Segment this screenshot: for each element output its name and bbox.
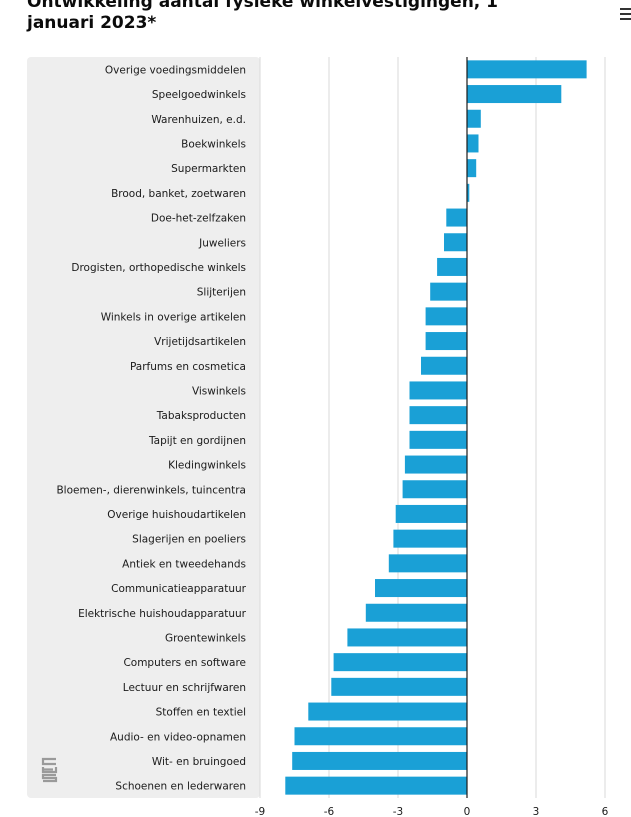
bar [393,529,467,548]
bar [444,233,467,252]
bar [402,480,467,499]
bar [425,307,467,326]
x-tick-label: -6 [324,806,335,817]
bar [395,504,467,523]
bar [294,727,467,746]
category-label: Supermarkten [171,163,246,175]
bar [308,702,467,721]
x-tick-label: 3 [533,806,540,817]
category-label: Tapijt en gordijnen [148,435,246,447]
category-label: Communicatieapparatuur [111,583,247,595]
bar [409,430,467,449]
category-label: Vrijetijdsartikelen [154,336,246,348]
category-label: Drogisten, orthopedische winkels [71,262,246,274]
category-label: Schoenen en lederwaren [115,781,246,793]
bar [425,332,467,351]
category-label-panel [27,57,260,798]
category-label: Overige voedingsmiddelen [105,64,246,76]
category-label: Warenhuizen, e.d. [151,114,246,126]
bar [430,282,467,301]
category-label: Elektrische huishoudapparatuur [78,608,247,620]
bar [365,603,467,622]
bar [467,60,587,79]
category-label: Tabaksproducten [156,410,246,422]
x-tick-label: -9 [255,806,265,817]
category-label: Boekwinkels [181,138,246,150]
bar [421,356,467,375]
bar [467,159,477,178]
cbs-logo [41,757,58,783]
bar [467,85,562,104]
bar [404,455,467,474]
bar [292,751,467,770]
bar [347,628,467,647]
category-label: Stoffen en textiel [156,707,246,719]
category-label: Overige huishoudartikelen [107,509,246,521]
x-axis-ticks: -9 -6 -3 0 3 6 [255,806,609,817]
hamburger-menu-icon[interactable] [620,8,631,22]
bar [331,677,467,696]
bar [375,579,467,598]
category-label: Wit- en bruingoed [152,756,246,768]
gridlines [259,57,606,798]
category-label: Doe-het-zelfzaken [151,213,246,225]
chart-title: Ontwikkeling aantal fysieke winkelvestig… [27,0,499,33]
category-label: Juweliers [198,237,246,249]
bar [409,381,467,400]
bar [285,776,467,795]
category-label: Lectuur en schrijfwaren [123,682,246,694]
bar [467,183,470,202]
category-label: Groentewinkels [165,632,246,644]
category-label: Winkels in overige artikelen [101,311,246,323]
bar [388,554,467,573]
category-label: Viswinkels [192,385,246,397]
category-label: Audio- en video-opnamen [110,731,246,743]
category-label: Slijterijen [197,287,246,299]
bar [446,208,467,227]
bar [333,653,467,672]
bar [409,406,467,425]
category-label: Bloemen-, dierenwinkels, tuincentra [56,484,246,496]
category-label: Parfums en cosmetica [130,361,246,373]
category-label: Computers en software [123,657,246,669]
bar [437,257,467,276]
category-labels: Overige voedingsmiddelen Speelgoedwinkels… [56,64,246,792]
category-label: Antiek en tweedehands [122,558,246,570]
bars [285,60,587,795]
category-label: Brood, banket, zoetwaren [111,188,246,200]
bar [467,109,481,128]
category-label: Slagerijen en poeliers [132,534,246,546]
x-tick-label: 0 [464,806,471,817]
category-label: Kledingwinkels [168,460,246,472]
x-tick-label: -3 [393,806,403,817]
x-tick-label: 6 [602,806,609,817]
category-label: Speelgoedwinkels [152,89,246,101]
bar [467,134,479,153]
